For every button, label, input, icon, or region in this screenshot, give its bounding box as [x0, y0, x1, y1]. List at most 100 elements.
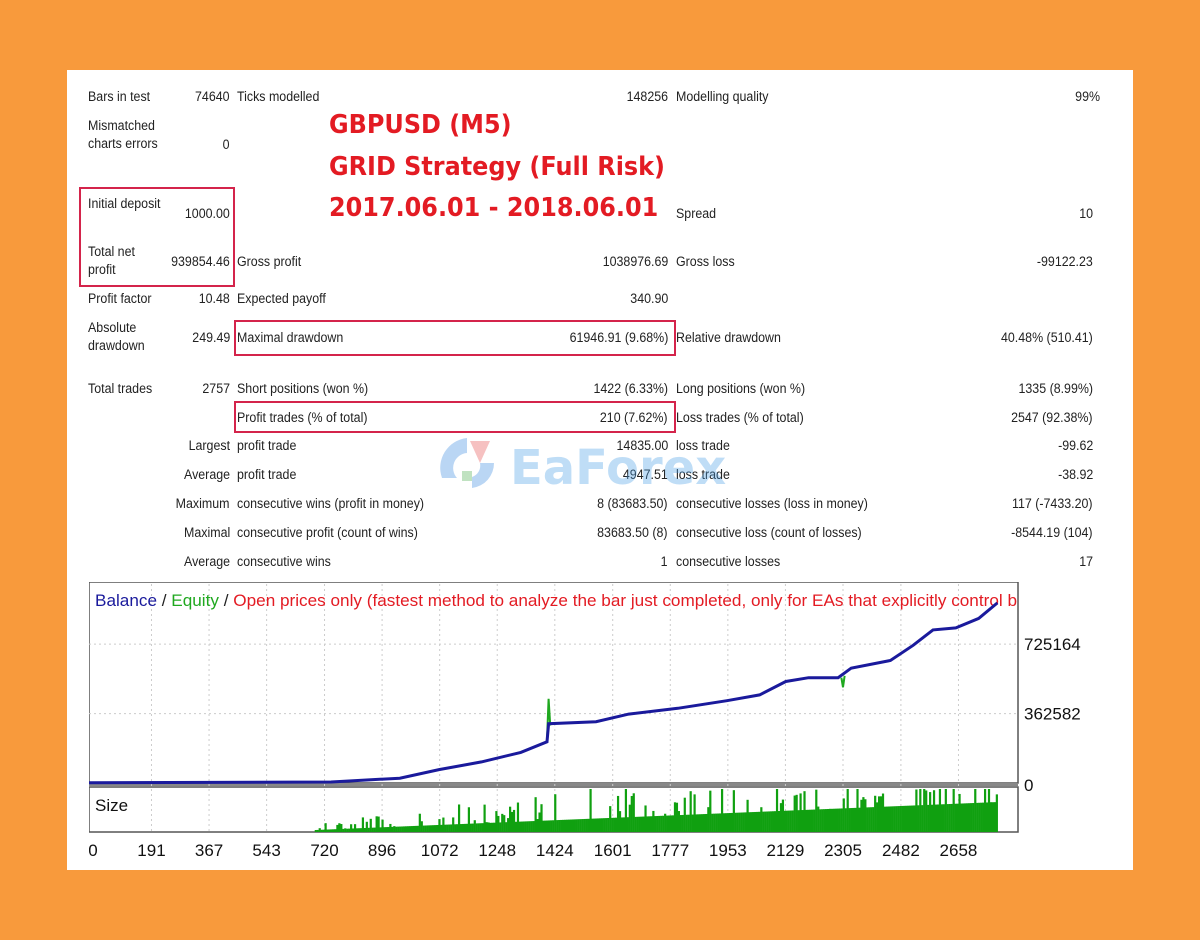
size-bar	[459, 824, 463, 832]
size-bar	[357, 828, 361, 832]
profit-factor-label: Profit factor	[88, 291, 152, 306]
size-bar	[936, 804, 940, 832]
size-bar	[634, 816, 637, 832]
size-bar	[346, 828, 349, 832]
size-bar	[575, 819, 578, 832]
size-bar	[589, 789, 592, 832]
size-bar	[781, 799, 785, 832]
maximal-drawdown-value: 61946.91 (9.68%)	[569, 330, 668, 345]
size-bar	[567, 819, 571, 832]
size-bar	[809, 809, 812, 832]
x-tick-label: 1248	[478, 841, 516, 860]
size-bar	[512, 809, 516, 832]
size-bar	[944, 789, 947, 832]
x-tick-label: 1072	[421, 841, 459, 860]
modelling-quality-value: 99%	[1075, 89, 1100, 104]
size-bar	[679, 815, 682, 832]
size-bar	[779, 803, 783, 832]
size-bar	[917, 805, 920, 832]
largest-profit-value: 14835.00	[616, 438, 668, 453]
legend-equity: Equity	[171, 591, 219, 610]
size-bar	[469, 823, 472, 832]
size-bar	[993, 802, 996, 832]
size-bar	[614, 817, 618, 832]
size-bar	[591, 818, 594, 832]
size-bar	[825, 809, 828, 832]
bars-in-test-label: Bars in test	[88, 89, 151, 104]
size-bar	[577, 819, 580, 832]
size-label: Size	[95, 796, 128, 815]
mismatched-value: 0	[223, 137, 230, 152]
size-bar	[911, 805, 914, 832]
size-bar	[960, 803, 963, 832]
size-bar	[877, 796, 881, 832]
size-bar	[510, 811, 514, 832]
largest-loss-label: loss trade	[676, 438, 730, 453]
watermark-logo: EaForex	[432, 433, 726, 503]
size-bar	[509, 806, 512, 832]
size-bar	[522, 821, 525, 832]
balance-line	[89, 601, 999, 785]
size-bar	[983, 789, 987, 832]
size-bar	[385, 827, 388, 832]
initial-deposit-value: 1000.00	[185, 206, 230, 221]
gross-profit-label: Gross profit	[237, 254, 302, 269]
size-bar	[711, 813, 714, 832]
size-bar	[403, 826, 406, 832]
size-bar	[854, 807, 857, 832]
size-bar	[819, 809, 822, 832]
size-bars	[314, 789, 998, 832]
size-bar	[726, 813, 730, 832]
size-bar	[934, 804, 938, 832]
size-bar	[332, 829, 335, 832]
size-bar	[644, 805, 647, 832]
size-bar	[715, 813, 718, 832]
size-bar	[852, 807, 855, 832]
size-bar	[826, 808, 830, 832]
size-bar	[915, 789, 918, 832]
size-bar	[318, 828, 321, 832]
size-bar	[481, 823, 484, 832]
size-bar	[452, 817, 455, 832]
largest-profit-label: profit trade	[237, 438, 297, 453]
size-bar	[691, 814, 694, 832]
size-bar	[546, 820, 549, 832]
size-bar	[805, 809, 808, 832]
size-bar	[389, 823, 392, 832]
size-bar	[783, 810, 786, 832]
size-bar	[667, 815, 671, 832]
size-bar	[505, 822, 508, 832]
size-bar	[609, 806, 612, 832]
maximal-label: Maximal	[183, 525, 230, 540]
size-bar	[989, 802, 993, 832]
legend-test-mode: Open prices only (fastest method to anal…	[233, 591, 1017, 610]
size-bar	[369, 818, 372, 832]
x-tick-label: 1777	[651, 841, 689, 860]
size-bar	[807, 809, 810, 832]
size-bar	[927, 804, 930, 832]
size-bar	[485, 822, 488, 832]
size-bar	[526, 821, 529, 832]
x-tick-label: 0	[89, 841, 98, 860]
long-positions-label: Long positions (won %)	[676, 381, 806, 396]
size-bar	[420, 821, 423, 832]
size-bar	[465, 823, 469, 832]
size-bar	[479, 823, 482, 832]
size-bar	[921, 805, 924, 832]
size-bar	[636, 816, 639, 832]
size-bar	[985, 802, 989, 832]
size-bar	[895, 806, 898, 832]
size-bar	[359, 828, 363, 832]
size-bar	[874, 795, 877, 832]
size-bar	[599, 818, 602, 832]
size-bar	[558, 820, 561, 832]
size-bar	[548, 820, 551, 832]
size-bar	[654, 816, 657, 832]
size-bar	[664, 813, 667, 832]
size-bar	[689, 791, 692, 832]
size-bar	[901, 805, 904, 832]
size-bar	[538, 812, 541, 832]
x-tick-label: 720	[310, 841, 338, 860]
size-bar	[530, 821, 533, 832]
size-bar	[864, 799, 867, 832]
